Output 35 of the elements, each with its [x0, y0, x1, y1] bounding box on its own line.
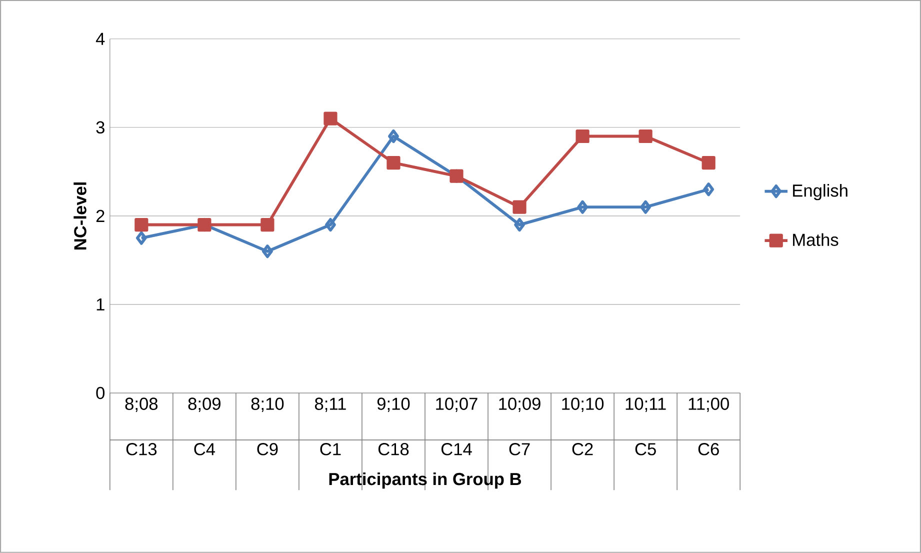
category-label: 10;10 C2: [562, 398, 604, 456]
category-label: 11;00 C6: [688, 398, 729, 456]
point: [512, 200, 526, 214]
category-label: 10;09 C7: [499, 398, 540, 456]
point: [577, 200, 588, 214]
category-label: 10;11 C5: [626, 398, 666, 456]
point: [260, 218, 274, 232]
category-label: 9;10 C18: [377, 398, 410, 456]
point: [702, 156, 716, 170]
point: [324, 112, 338, 126]
point: [514, 218, 525, 232]
category-label: 8;08 C13: [125, 398, 158, 456]
legend-label: English: [793, 184, 848, 200]
y-tick-label: 4: [96, 32, 105, 45]
y-tick-label: 3: [96, 121, 104, 134]
point: [638, 129, 652, 144]
category-label: 8;09 C4: [188, 398, 220, 456]
category-label: 8;10 C9: [251, 398, 284, 456]
point: [136, 231, 147, 245]
point: [324, 218, 336, 232]
category-label: 8;11 C1: [314, 398, 346, 456]
point: [262, 244, 273, 258]
point: [134, 218, 148, 232]
category-label: 10;07 C14: [436, 398, 478, 456]
y-tick-label: 2: [96, 210, 104, 222]
point: [576, 129, 590, 144]
x-axis-title: Participants in Group B: [329, 472, 522, 489]
point: [703, 182, 714, 196]
point: [640, 200, 652, 214]
y-tick-label: 0: [96, 386, 105, 400]
point: [388, 129, 399, 144]
y-tick-label: 1: [96, 298, 104, 310]
legend-label: Maths: [793, 233, 838, 246]
y-axis-title: NC-level: [74, 182, 86, 250]
point: [386, 156, 400, 170]
